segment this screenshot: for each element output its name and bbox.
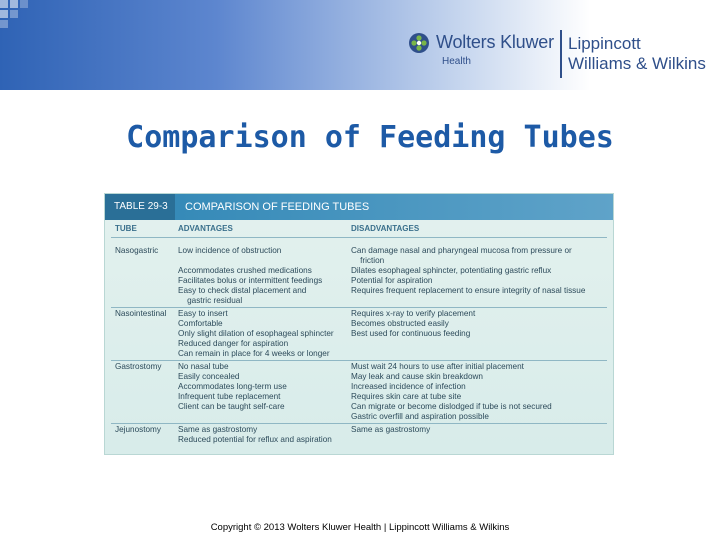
advantage-item: Easy to insert [178,309,228,318]
disadvantage-item: Potential for aspiration [351,276,433,285]
column-header-tube: TUBE [115,224,137,233]
advantage-item: Same as gastrostomy [178,425,258,434]
disadvantage-item: Gastric overfill and aspiration possible [351,412,489,421]
disadvantage-item: Dilates esophageal sphincter, potentiati… [351,266,552,275]
tube-name: Nasointestinal [115,309,167,318]
logo-divider [560,30,562,78]
disadvantage-item: Requires x-ray to verify placement [351,309,476,318]
publisher-logo: Wolters Kluwer Health Lippincott William… [408,30,720,80]
disadvantage-item: May leak and cause skin breakdown [351,372,483,381]
logo-company: Wolters Kluwer [436,32,554,52]
advantage-item: Reduced danger for aspiration [178,339,289,348]
logo-division: Health [442,56,471,67]
feeding-tubes-table: TABLE 29-3 COMPARISON OF FEEDING TUBES T… [104,193,614,455]
advantage-item: Comfortable [178,319,223,328]
header-rule [111,237,607,238]
tube-name: Nasogastric [115,246,159,255]
header-band: Wolters Kluwer Health Lippincott William… [0,0,720,90]
advantage-item: Facilitates bolus or intermittent feedin… [178,276,323,285]
column-header-disadvantages: DISADVANTAGES [351,224,420,233]
advantage-item: Can remain in place for 4 weeks or longe… [178,349,330,358]
disadvantage-item: Best used for continuous feeding [351,329,471,338]
disadvantage-item: Increased incidence of infection [351,382,466,391]
publisher-line-2: Williams & Wilkins [568,54,706,73]
table-title: COMPARISON OF FEEDING TUBES [185,201,370,213]
disadvantage-item: Becomes obstructed easily [351,319,449,328]
copyright-footer: Copyright © 2013 Wolters Kluwer Health |… [210,522,510,533]
disadvantage-item: Can migrate or become dislodged if tube … [351,402,552,411]
row-rule [111,360,607,361]
disadvantage-item: Must wait 24 hours to use after initial … [351,362,524,371]
disadvantage-item: Requires frequent replacement to ensure … [351,286,586,295]
advantage-item: gastric residual [178,296,243,305]
tube-name: Jejunostomy [115,425,161,434]
disadvantage-item: friction [351,256,385,265]
column-header-advantages: ADVANTAGES [178,224,233,233]
table-number: TABLE 29-3 [105,194,175,220]
slide-title: Comparison of Feeding Tubes [126,120,614,155]
publisher-line-1: Lippincott [568,34,641,53]
advantage-item: Low incidence of obstruction [178,246,282,255]
globe-icon [409,33,429,53]
advantage-item: Only slight dilation of esophageal sphin… [178,329,334,338]
tube-name: Gastrostomy [115,362,162,371]
disadvantage-item: Can damage nasal and pharyngeal mucosa f… [351,246,572,255]
advantage-item: No nasal tube [178,362,229,371]
advantage-item: Client can be taught self-care [178,402,285,411]
advantage-item: Easily concealed [178,372,240,381]
disadvantage-item: Requires skin care at tube site [351,392,462,401]
table-header-bar: TABLE 29-3 COMPARISON OF FEEDING TUBES [105,194,613,220]
advantage-item: Accommodates crushed medications [178,266,312,275]
advantage-item: Accommodates long-term use [178,382,287,391]
advantage-item: Reduced potential for reflux and aspirat… [178,435,332,444]
row-rule [111,423,607,424]
advantage-item: Infrequent tube replacement [178,392,281,401]
row-rule [111,307,607,308]
disadvantage-item: Same as gastrostomy [351,425,431,434]
advantage-item: Easy to check distal placement and [178,286,307,295]
